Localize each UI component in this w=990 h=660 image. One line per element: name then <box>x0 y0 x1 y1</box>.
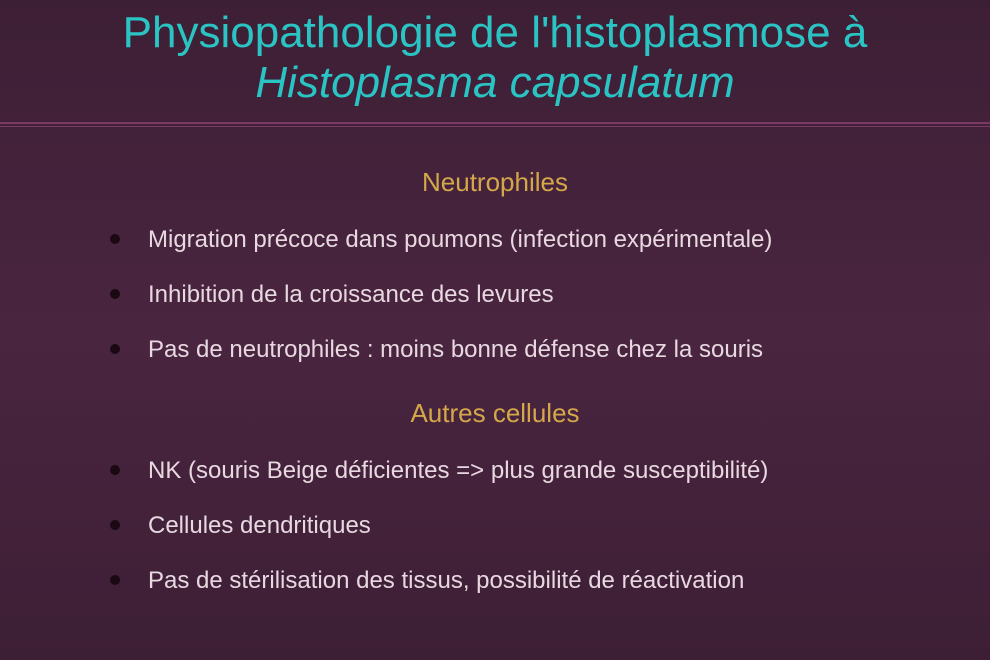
bullet-text: NK (souris Beige déficientes => plus gra… <box>148 457 768 486</box>
section-heading-autres: Autres cellules <box>0 398 990 429</box>
bullet-list: Migration précoce dans poumons (infectio… <box>0 226 990 364</box>
bullet-icon <box>110 234 120 244</box>
bullet-icon <box>110 344 120 354</box>
bullet-icon <box>110 465 120 475</box>
list-item: NK (souris Beige déficientes => plus gra… <box>110 457 930 486</box>
title-line-2: Histoplasma capsulatum <box>0 58 990 108</box>
bullet-icon <box>110 289 120 299</box>
list-item: Migration précoce dans poumons (infectio… <box>110 226 930 255</box>
bullet-list: NK (souris Beige déficientes => plus gra… <box>0 457 990 595</box>
divider <box>0 126 990 127</box>
bullet-text: Inhibition de la croissance des levures <box>148 281 554 310</box>
list-item: Inhibition de la croissance des levures <box>110 281 930 310</box>
slide: Physiopathologie de l'histoplasmose à Hi… <box>0 0 990 660</box>
bullet-text: Migration précoce dans poumons (infectio… <box>148 226 772 255</box>
divider <box>0 122 990 124</box>
slide-title: Physiopathologie de l'histoplasmose à Hi… <box>0 0 990 116</box>
list-item: Pas de stérilisation des tissus, possibi… <box>110 567 930 596</box>
bullet-icon <box>110 520 120 530</box>
title-line-1: Physiopathologie de l'histoplasmose à <box>0 8 990 58</box>
bullet-text: Pas de stérilisation des tissus, possibi… <box>148 567 744 596</box>
bullet-icon <box>110 575 120 585</box>
section-heading-neutrophiles: Neutrophiles <box>0 167 990 198</box>
list-item: Cellules dendritiques <box>110 512 930 541</box>
bullet-text: Cellules dendritiques <box>148 512 371 541</box>
list-item: Pas de neutrophiles : moins bonne défens… <box>110 336 930 365</box>
bullet-text: Pas de neutrophiles : moins bonne défens… <box>148 336 763 365</box>
